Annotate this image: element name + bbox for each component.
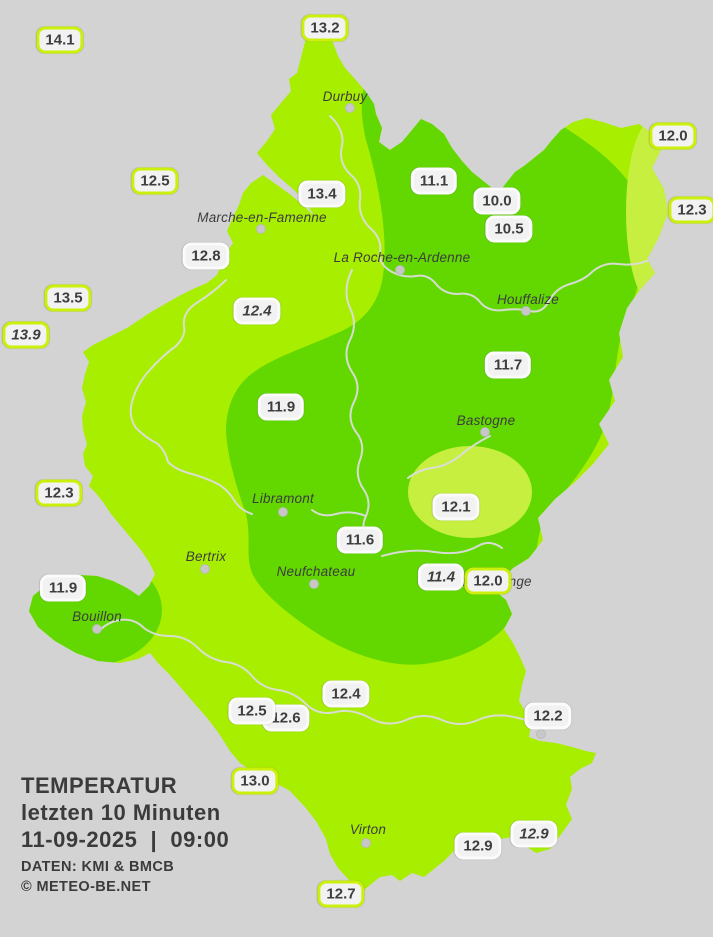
river-branch-bastogne [407,435,491,479]
town-dot [200,564,210,574]
temp-badge: 12.5 [131,167,179,195]
temp-badge: 12.3 [35,479,83,507]
river-lesse [129,279,253,515]
river-ourthe [329,115,648,313]
town-label: Houffalize [497,292,559,307]
town-dot [395,265,405,275]
temp-badge: 11.1 [410,167,458,195]
town-label: Bastogne [457,413,516,428]
town-dot [309,579,319,589]
town-dot [256,224,266,234]
temp-badge: 13.2 [301,14,349,42]
town-label: Virton [350,822,386,837]
map-legend-block: TEMPERATUR letzten 10 Minuten 11-09-2025… [21,772,229,897]
town-dot [361,838,371,848]
copyright: © METEO-BE.NET [21,879,151,895]
temp-badge: 12.7 [317,880,365,908]
temp-badge: 10.5 [485,215,533,243]
temp-badge: 13.9 [2,321,50,349]
river-branch-libramont [311,509,367,517]
temp-badge: 14.1 [36,26,84,54]
temp-badge: 12.9 [454,832,502,860]
town-label: La Roche-en-Ardenne [334,250,471,265]
river-semois [99,618,563,725]
town-dot [480,427,490,437]
town-label: Bouillon [72,609,122,624]
map-title: TEMPERATUR [21,773,178,798]
town-dot [521,306,531,316]
temp-badge: 10.0 [473,187,521,215]
temp-badge: 11.7 [484,351,532,379]
map-subtitle: letzten 10 Minuten [21,800,221,825]
town-label: Libramont [252,491,315,506]
town-label: Durbuy [323,89,369,104]
temp-badge: 11.9 [257,393,305,421]
temp-badge: 12.0 [464,567,512,595]
temp-badge: 12.4 [322,680,370,708]
town-dot [278,507,288,517]
temp-badge: 12.1 [432,493,480,521]
town-label: Neufchateau [277,564,356,579]
data-source: DATEN: KMI & BMCB [21,859,175,875]
temp-badge: 13.4 [298,180,346,208]
temp-badge: 12.3 [668,196,713,224]
town-label: Bertrix [186,549,227,564]
temp-badge: 13.5 [44,284,92,312]
town-label: Marche-en-Famenne [197,210,326,225]
temp-badge: 11.4 [417,563,465,591]
temp-badge: 12.0 [649,122,697,150]
temp-badge: 13.0 [231,767,279,795]
temp-badge: 12.2 [524,702,572,730]
temp-badge: 12.9 [510,820,558,848]
river-center [345,269,370,541]
town-dot [92,624,102,634]
temp-badge: 12.5 [228,697,276,725]
town-dot [345,103,355,113]
temp-badge: 12.8 [182,242,230,270]
river-south-branch [381,542,503,557]
temp-badge: 11.9 [39,574,87,602]
town-dot [536,729,546,739]
map-datetime: 11-09-2025 | 09:00 [21,827,230,852]
temp-badge: 11.6 [336,526,384,554]
temp-badge: 12.4 [233,297,281,325]
